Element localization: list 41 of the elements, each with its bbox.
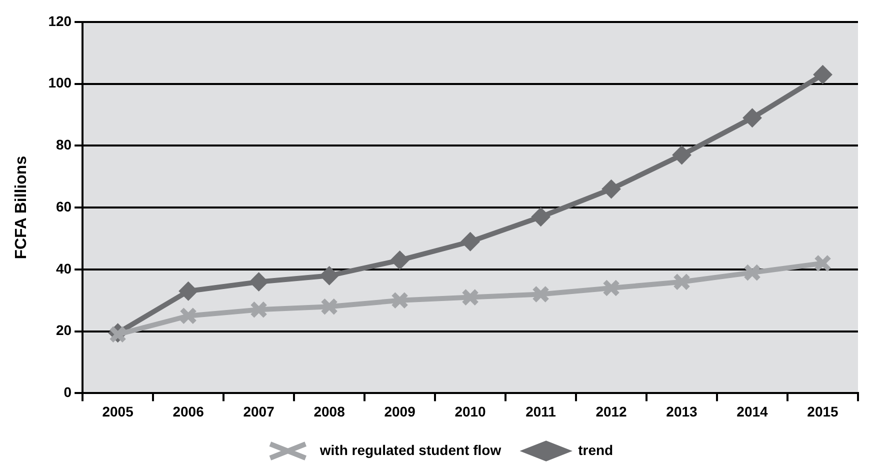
point — [532, 285, 550, 304]
point — [602, 180, 621, 199]
point — [178, 282, 198, 301]
y-tick-label: 20 — [56, 322, 72, 338]
point — [320, 298, 338, 316]
point — [249, 272, 268, 292]
x-tick-label: 2015 — [807, 403, 839, 420]
y-tick-label: 80 — [56, 136, 72, 153]
point — [461, 288, 480, 306]
x-tick-label: 2008 — [314, 403, 346, 420]
x-tick-label: 2005 — [102, 403, 134, 420]
x-tick-label: 2014 — [736, 403, 768, 420]
point — [531, 207, 550, 226]
point — [602, 279, 620, 297]
x-tick-label: 2009 — [384, 403, 416, 420]
y-tick-label: 100 — [48, 74, 72, 91]
point — [672, 272, 691, 291]
point — [813, 65, 832, 84]
x-tick-label: 2006 — [172, 403, 204, 420]
y-tick-label: 60 — [56, 198, 72, 214]
point — [460, 232, 480, 252]
point — [814, 254, 832, 272]
point — [390, 292, 409, 310]
y-axis-title: FCFA Billions — [13, 156, 30, 260]
x-tick-label: 2010 — [454, 403, 486, 420]
legend-label: trend — [578, 442, 614, 458]
point — [179, 307, 198, 325]
point — [250, 300, 268, 319]
point — [390, 250, 410, 270]
point — [672, 146, 692, 165]
x-tick-label: 2013 — [666, 403, 698, 420]
x-tick-label: 2007 — [243, 403, 275, 420]
point — [742, 108, 762, 128]
y-tick-label: 40 — [56, 260, 72, 276]
legend-label: with regulated student flow — [318, 442, 502, 458]
point — [320, 266, 339, 286]
point — [743, 264, 762, 282]
y-tick-label: 120 — [48, 12, 72, 29]
x-tick-label: 2012 — [596, 403, 628, 420]
x-tick-label: 2011 — [526, 403, 556, 420]
y-tick-label: 0 — [64, 384, 72, 400]
